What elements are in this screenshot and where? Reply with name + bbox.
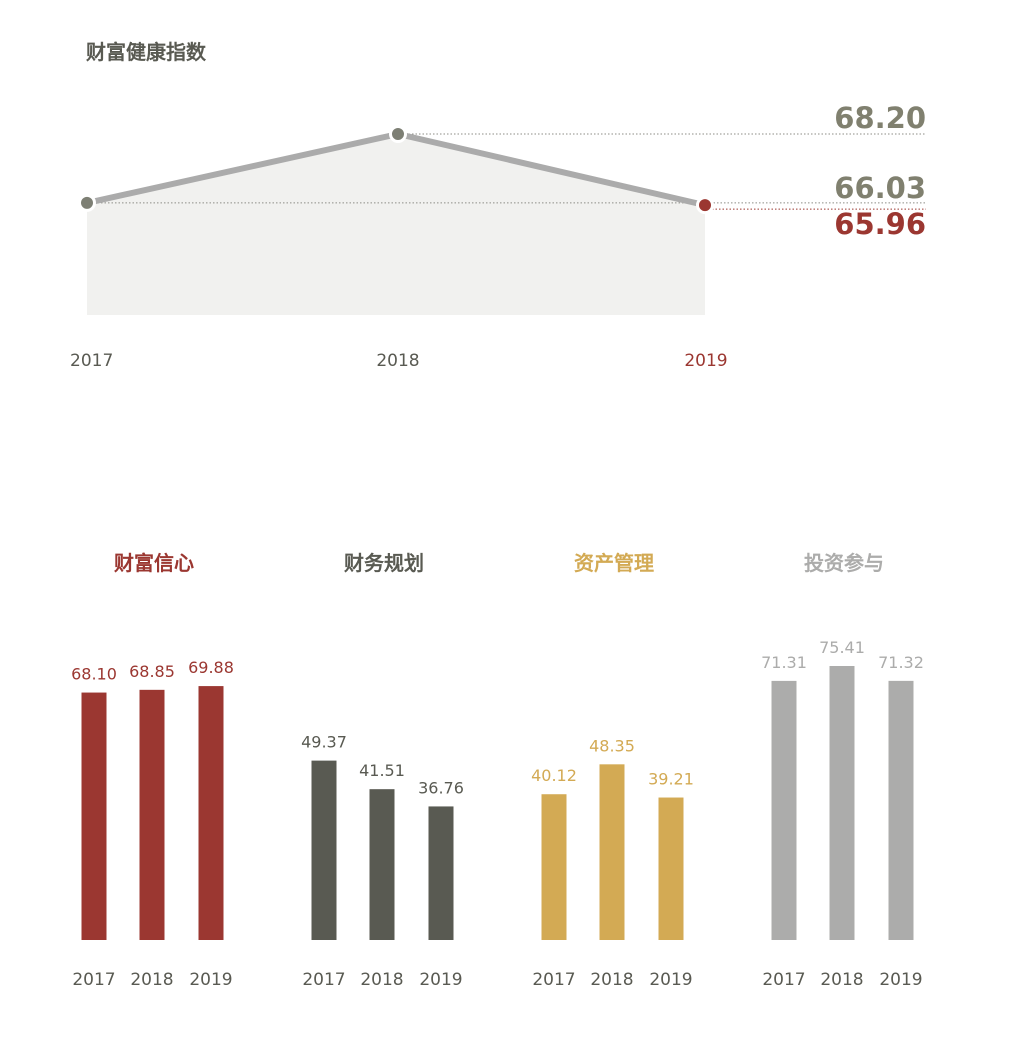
- bar-value-label: 48.35: [589, 736, 635, 755]
- bar-value-label: 40.12: [531, 766, 577, 785]
- bar-group: 财富信心 68.10 2017 68.85 2018 69.88 2019: [71, 551, 234, 990]
- bar: [81, 692, 107, 940]
- bar-category-label: 2017: [532, 970, 575, 990]
- bar: [428, 806, 454, 940]
- bar: [771, 680, 797, 940]
- bar-group: 财务规划 49.37 2017 41.51 2018 36.76 2019: [301, 551, 464, 990]
- bar-value-label: 49.37: [301, 733, 347, 752]
- bar-value-label: 71.32: [878, 653, 924, 672]
- x-tick-label: 2018: [376, 351, 419, 371]
- bar: [599, 764, 625, 940]
- bar-group-title: 资产管理: [574, 551, 654, 575]
- bar: [139, 689, 165, 940]
- bar: [888, 680, 914, 940]
- bar: [658, 797, 684, 940]
- bar-category-label: 2019: [189, 970, 232, 990]
- bar-group-title: 财务规划: [344, 551, 424, 575]
- bar: [198, 686, 224, 940]
- bar-value-label: 71.31: [761, 653, 807, 672]
- data-point: [78, 193, 96, 212]
- area-fill: [87, 134, 705, 315]
- bar-category-label: 2019: [879, 970, 922, 990]
- bar-group: 资产管理 40.12 2017 48.35 2018 39.21 2019: [531, 551, 694, 990]
- bar-category-label: 2017: [72, 970, 115, 990]
- bar-value-label: 41.51: [359, 761, 405, 780]
- data-point: [389, 125, 407, 143]
- bar-category-label: 2017: [762, 970, 805, 990]
- x-tick-label: 2017: [70, 351, 113, 371]
- bar-category-label: 2018: [130, 970, 173, 990]
- bar: [311, 760, 337, 940]
- bar-group-title: 财富信心: [114, 551, 194, 575]
- bar: [541, 794, 567, 940]
- bar-value-label: 68.10: [71, 665, 117, 684]
- wealth-index-title: 财富健康指数: [86, 40, 207, 64]
- bar-category-label: 2019: [419, 970, 462, 990]
- bar-category-label: 2019: [649, 970, 692, 990]
- bar: [369, 789, 395, 940]
- value-label: 66.03: [834, 171, 926, 205]
- bar: [829, 666, 855, 940]
- data-point: [696, 196, 714, 215]
- bar-category-label: 2017: [302, 970, 345, 990]
- bar-category-label: 2018: [820, 970, 863, 990]
- bar-group-title: 投资参与: [804, 551, 884, 575]
- bar-value-label: 68.85: [129, 662, 175, 681]
- value-label: 65.96: [834, 207, 926, 241]
- bar-group: 投资参与 71.31 2017 75.41 2018 71.32 2019: [761, 551, 924, 990]
- bar-value-label: 36.76: [418, 778, 464, 797]
- value-label: 68.20: [834, 101, 926, 135]
- bar-value-label: 39.21: [648, 770, 694, 789]
- x-tick-label: 2019: [684, 351, 727, 371]
- bar-value-label: 75.41: [819, 638, 865, 657]
- bar-value-label: 69.88: [188, 658, 234, 677]
- bar-category-label: 2018: [360, 970, 403, 990]
- bar-category-label: 2018: [590, 970, 633, 990]
